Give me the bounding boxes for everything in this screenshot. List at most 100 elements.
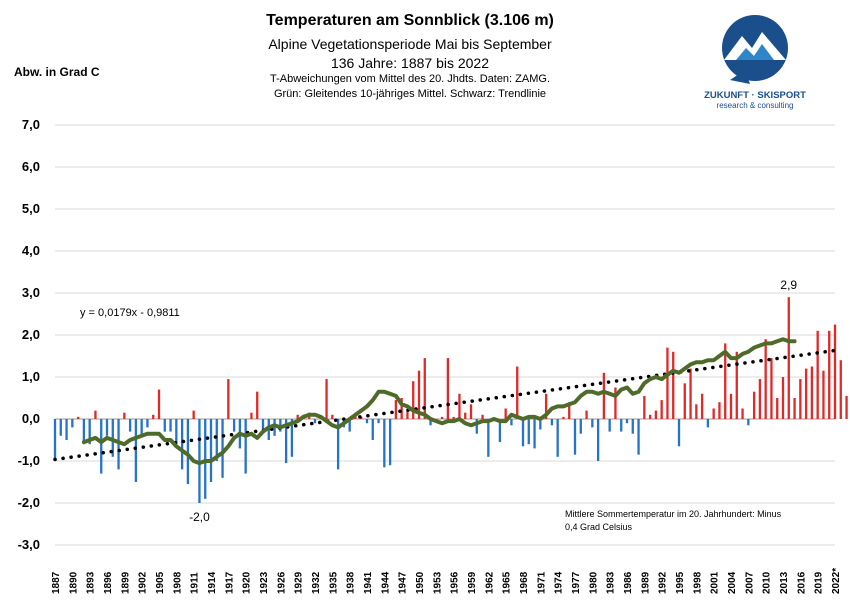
moving-average-line: [81, 337, 797, 466]
data-bar: [585, 410, 588, 419]
data-bar: [631, 419, 634, 434]
chart-legend-note: Grün: Gleitendes 10-jähriges Mittel. Sch…: [273, 88, 547, 100]
x-tick-label: 2007: [744, 571, 755, 594]
x-tick-label: 1980: [588, 571, 599, 594]
data-bar: [146, 419, 149, 428]
data-bar: [539, 419, 542, 430]
data-bar: [498, 419, 502, 443]
x-tick-label: 1983: [606, 571, 617, 594]
data-bar: [637, 419, 640, 455]
data-bar: [458, 393, 461, 419]
data-bar: [700, 393, 704, 419]
data-bar: [596, 419, 600, 461]
data-bar: [672, 351, 675, 419]
data-bar: [215, 419, 218, 461]
data-bar: [833, 324, 837, 419]
x-tick-label: 1986: [623, 571, 634, 594]
data-bar: [417, 370, 421, 419]
x-tick-label: 1950: [415, 571, 426, 594]
x-tick-label: 1959: [467, 571, 478, 594]
data-bar: [221, 419, 224, 478]
data-bar: [412, 381, 415, 419]
data-bar: [394, 400, 398, 419]
data-bar: [781, 377, 785, 419]
data-bar: [105, 419, 109, 436]
y-tick-label: -1,0: [18, 453, 40, 468]
chart-title: Temperaturen am Sonnblick (3.106 m): [266, 12, 554, 29]
data-bar: [250, 412, 253, 419]
data-bar: [261, 419, 265, 432]
x-tick-label: 1935: [328, 571, 339, 594]
data-bar: [452, 416, 455, 419]
data-bar: [614, 387, 617, 419]
data-bar: [579, 419, 582, 434]
data-bar: [562, 416, 565, 419]
data-bar: [573, 419, 577, 455]
y-tick-label: 4,0: [22, 243, 40, 258]
data-bar: [336, 419, 340, 470]
x-tick-label: 1914: [207, 571, 218, 594]
data-bar: [718, 402, 721, 419]
data-bar: [521, 419, 525, 447]
data-bar: [128, 419, 132, 432]
data-bar: [163, 419, 166, 432]
data-bar: [712, 408, 715, 419]
y-axis-label-text: Abw. in Grad C: [14, 65, 100, 79]
x-tick-label: 1917: [224, 571, 235, 594]
data-bar: [527, 419, 530, 445]
data-bar: [793, 398, 796, 419]
data-bar: [741, 408, 744, 419]
x-tick-label: 1998: [692, 571, 703, 594]
data-bar: [689, 368, 692, 419]
data-bar: [752, 391, 756, 419]
company-logo: ZUKUNFT · SKISPORT research & consulting: [704, 15, 806, 110]
x-tick-label: 1920: [242, 571, 253, 594]
data-bar: [186, 419, 190, 485]
x-tick-label: 1932: [311, 571, 322, 594]
data-bar: [724, 343, 727, 419]
data-bar: [695, 404, 698, 419]
data-bar: [388, 419, 392, 466]
max-value-label: 2,9: [780, 278, 797, 292]
data-bar: [469, 404, 473, 419]
data-bar: [290, 419, 294, 457]
y-tick-label: 1,0: [22, 369, 40, 384]
data-bar: [325, 379, 328, 419]
data-bar: [643, 395, 646, 419]
data-bar: [602, 372, 606, 419]
x-tick-label: 2016: [796, 571, 807, 594]
x-tick-label: 2022*: [831, 568, 842, 594]
data-bar: [666, 347, 669, 419]
data-bar: [706, 419, 710, 428]
y-tick-label: 5,0: [22, 201, 40, 216]
data-bar: [192, 410, 195, 419]
data-bar: [591, 419, 594, 428]
x-tick-label: 1977: [571, 571, 582, 594]
data-bar: [747, 419, 750, 426]
chart-years: 136 Jahre: 1887 bis 2022: [330, 55, 489, 71]
y-tick-label: 6,0: [22, 159, 40, 174]
data-bar: [464, 412, 467, 419]
data-bar: [284, 419, 288, 464]
x-tick-label: 1893: [86, 571, 97, 594]
data-bar: [804, 368, 808, 419]
x-tick-label: 1947: [398, 571, 409, 594]
x-tick-label: 1962: [484, 571, 495, 594]
data-bar: [406, 410, 409, 419]
chart-source-note: T-Abweichungen vom Mittel des 20. Jhdts.…: [269, 73, 550, 85]
mountain-logo-icon: [722, 15, 788, 84]
x-tick-label: 1899: [120, 571, 131, 594]
data-bar: [76, 416, 80, 419]
logo-tagline: research & consulting: [717, 101, 794, 110]
temperature-note: Mittlere Sommertemperatur im 20. Jahrhun…: [565, 509, 782, 519]
y-tick-label: 7,0: [22, 117, 40, 132]
data-bar: [365, 419, 369, 424]
data-bar: [787, 297, 790, 419]
y-tick-label: -2,0: [18, 495, 40, 510]
x-tick-label: 1956: [450, 571, 461, 594]
x-tick-label: 1887: [51, 571, 62, 594]
data-bar: [53, 419, 57, 459]
y-tick-label: 2,0: [22, 327, 40, 342]
data-bar: [94, 410, 97, 419]
